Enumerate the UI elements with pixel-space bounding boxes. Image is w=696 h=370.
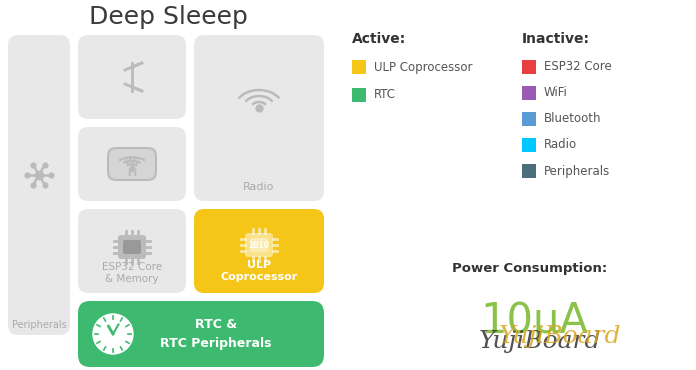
Text: Fi: Fi — [127, 168, 137, 178]
Text: Radio: Radio — [244, 182, 275, 192]
Text: YujiBoard: YujiBoard — [479, 330, 601, 353]
Text: Deep Sleeep: Deep Sleeep — [88, 5, 248, 29]
FancyBboxPatch shape — [522, 60, 536, 74]
Text: Peripherals: Peripherals — [12, 320, 66, 330]
Text: ESP32 Core
& Memory: ESP32 Core & Memory — [102, 262, 162, 284]
FancyBboxPatch shape — [123, 240, 141, 254]
Text: RTC &
RTC Peripherals: RTC & RTC Peripherals — [160, 319, 271, 350]
Text: Radio: Radio — [544, 138, 577, 151]
Text: Wi: Wi — [125, 158, 139, 168]
FancyBboxPatch shape — [522, 112, 536, 126]
Text: Power Consumption:: Power Consumption: — [452, 262, 608, 275]
Circle shape — [93, 314, 133, 354]
FancyBboxPatch shape — [78, 127, 186, 201]
FancyBboxPatch shape — [522, 164, 536, 178]
FancyBboxPatch shape — [118, 235, 146, 259]
Text: Inactive:: Inactive: — [522, 32, 590, 46]
FancyBboxPatch shape — [250, 238, 268, 252]
Text: ESP32 Core: ESP32 Core — [544, 61, 612, 74]
FancyBboxPatch shape — [352, 88, 366, 102]
Text: WiFi: WiFi — [544, 87, 568, 100]
FancyBboxPatch shape — [194, 209, 324, 293]
Text: YujiBoard: YujiBoard — [499, 325, 622, 348]
Text: 1010: 1010 — [248, 240, 269, 249]
FancyBboxPatch shape — [352, 60, 366, 74]
FancyBboxPatch shape — [78, 35, 186, 119]
Text: ULP
Coprocessor: ULP Coprocessor — [221, 260, 298, 282]
FancyBboxPatch shape — [78, 301, 324, 367]
Text: Peripherals: Peripherals — [544, 165, 610, 178]
FancyBboxPatch shape — [108, 148, 156, 180]
Text: ULP Coprocessor: ULP Coprocessor — [374, 61, 473, 74]
Text: Bluetooth: Bluetooth — [544, 112, 601, 125]
FancyBboxPatch shape — [522, 86, 536, 100]
Text: Active:: Active: — [352, 32, 406, 46]
FancyBboxPatch shape — [245, 233, 273, 257]
Text: 10μA: 10μA — [480, 300, 588, 342]
FancyBboxPatch shape — [8, 35, 70, 335]
Text: RTC: RTC — [374, 88, 396, 101]
FancyBboxPatch shape — [78, 209, 186, 293]
FancyBboxPatch shape — [194, 35, 324, 201]
FancyBboxPatch shape — [522, 138, 536, 152]
